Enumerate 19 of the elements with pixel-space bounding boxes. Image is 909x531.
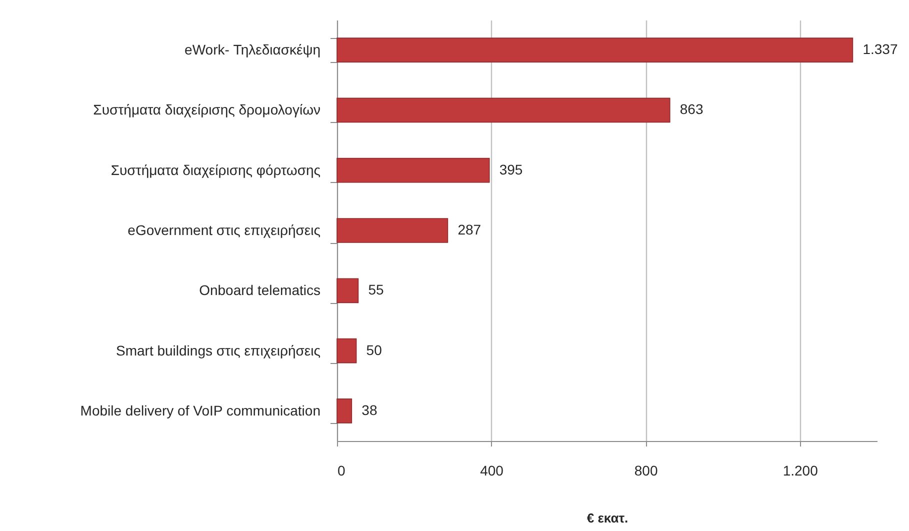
data-label: 38 (362, 402, 378, 418)
y-tick-label: Onboard telematics (199, 282, 320, 298)
data-label: 55 (368, 282, 384, 298)
x-tick-label: 400 (480, 462, 504, 478)
data-label: 863 (680, 101, 704, 118)
y-tick-label: Smart buildings στις επιχειρήσεις (116, 342, 321, 358)
y-tick-label: Mobile delivery of VoIP communication (80, 402, 320, 418)
data-label: 287 (458, 222, 482, 238)
y-tick-label: Συστήματα διαχείρισης δρομολογίων (93, 102, 320, 118)
x-tick-label: 0 (338, 462, 346, 478)
data-label: 50 (366, 342, 382, 358)
y-tick-label: Συστήματα διαχείρισης φόρτωσης (110, 162, 321, 178)
data-label: 395 (499, 161, 523, 178)
x-tick-label: 800 (634, 462, 658, 478)
x-tick-label: 1.200 (782, 462, 818, 478)
y-tick-label: eGovernment στις επιχειρήσεις (128, 222, 321, 238)
data-label: 1.337 (862, 41, 898, 58)
y-tick-label: eWork- Τηλεδιασκέψη (184, 42, 320, 58)
x-axis-title: € εκατ. (586, 510, 628, 526)
